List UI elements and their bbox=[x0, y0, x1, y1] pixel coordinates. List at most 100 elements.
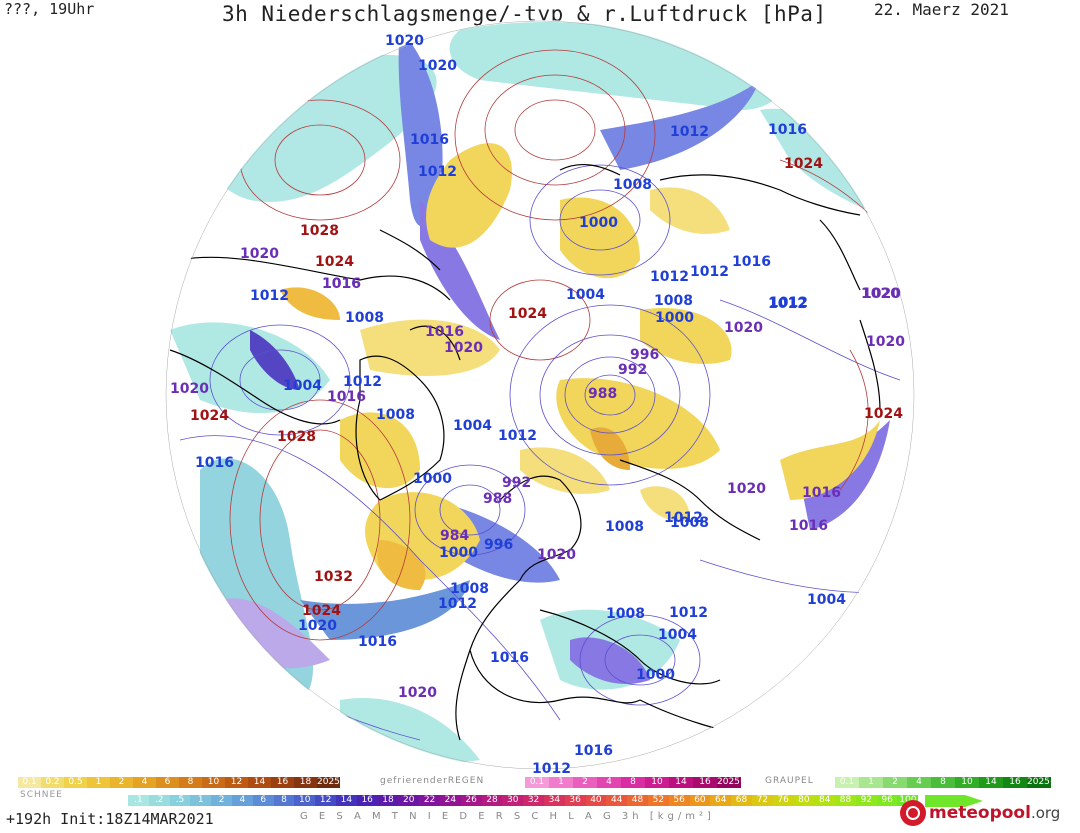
legend-swatch: 6 bbox=[156, 777, 179, 788]
legend-swatch: 8 bbox=[273, 795, 295, 806]
legend-swatch: 48 bbox=[627, 795, 648, 806]
isobar-label: 1008 bbox=[613, 177, 652, 193]
legend-swatch: 14 bbox=[335, 795, 357, 806]
isobar-label: 1008 bbox=[376, 407, 415, 423]
legend-swatch: 84 bbox=[814, 795, 836, 806]
legend-swatch: 0.5 bbox=[64, 777, 87, 788]
legend-swatch: 10 bbox=[294, 795, 316, 806]
legend-swatch: 8 bbox=[931, 777, 955, 788]
isobar-label: 1016 bbox=[322, 276, 361, 292]
legend-swatch: 4 bbox=[231, 795, 253, 806]
isobar-label: 1016 bbox=[358, 634, 397, 650]
legend-swatch: 18 bbox=[377, 795, 399, 806]
isobar-label: 1016 bbox=[789, 518, 828, 534]
legend-swatch: 1 bbox=[190, 795, 212, 806]
isobar-label: 1012 bbox=[690, 264, 729, 280]
legend-swatch: 8 bbox=[179, 777, 202, 788]
legend-swatch: 4 bbox=[597, 777, 621, 788]
isobar-label: 1024 bbox=[508, 306, 547, 322]
isobar-label: 1016 bbox=[410, 132, 449, 148]
logo-tld: .org bbox=[1030, 804, 1061, 822]
legend-swatch: .2 bbox=[148, 795, 170, 806]
isobar-label: 1008 bbox=[606, 606, 645, 622]
legend-swatch: 2 bbox=[883, 777, 907, 788]
isobar-label: 1008 bbox=[345, 310, 384, 326]
legend-swatch: 16 bbox=[693, 777, 717, 788]
valid-date: 22. Maerz 2021 bbox=[874, 0, 1009, 19]
isobar-label: 1012 bbox=[664, 510, 703, 526]
isobar-label: 1028 bbox=[277, 429, 316, 445]
isobar-label: 1004 bbox=[453, 418, 492, 434]
legend-swatch: 88 bbox=[835, 795, 856, 806]
isobar-label: 1008 bbox=[605, 519, 644, 535]
isobar-label: 1024 bbox=[864, 406, 903, 422]
isobar-label: 1012 bbox=[769, 295, 808, 311]
legend-swatch: 2 bbox=[573, 777, 597, 788]
legend-swatch: 44 bbox=[606, 795, 628, 806]
isobar-label: 1000 bbox=[439, 545, 478, 561]
isobar-label: 1020 bbox=[298, 618, 337, 634]
legend-total-label: G E S A M T N I E D E R S C H L A G 3h [… bbox=[300, 811, 715, 822]
legend-swatch: 34 bbox=[543, 795, 565, 806]
legend-arrow-icon bbox=[925, 795, 983, 807]
isobar-label: 1004 bbox=[283, 378, 322, 394]
isobar-label: 1000 bbox=[655, 310, 694, 326]
legend-swatch: 22 bbox=[419, 795, 440, 806]
legend-swatch: 92 bbox=[855, 795, 877, 806]
isobar-label: 1008 bbox=[450, 581, 489, 597]
isobar-label: 1024 bbox=[784, 156, 823, 172]
isobar-label: 1012 bbox=[418, 164, 457, 180]
legend-swatch: 1 bbox=[859, 777, 883, 788]
legend-swatch: 56 bbox=[668, 795, 690, 806]
isobar-label: 1004 bbox=[566, 287, 605, 303]
legend-swatch: 14 bbox=[669, 777, 693, 788]
legend-swatch: 28 bbox=[481, 795, 503, 806]
isobar-label: 1020 bbox=[418, 58, 457, 74]
isobar-label: 1012 bbox=[768, 296, 807, 312]
forecast-init: +192h Init:18Z14MAR2021 bbox=[6, 810, 214, 828]
legend-swatch: 0.1 bbox=[835, 777, 859, 788]
legend-swatch: 20 bbox=[398, 795, 420, 806]
legend-freezing-label: gefrierenderREGEN bbox=[380, 776, 485, 786]
isobar-label: 1012 bbox=[343, 374, 382, 390]
isobar-label: 1020 bbox=[537, 547, 576, 563]
legend-graupel-label: GRAUPEL bbox=[765, 776, 814, 786]
logo-text: meteopool bbox=[929, 803, 1031, 823]
isobar-label: 1012 bbox=[650, 269, 689, 285]
legend-swatch: 10 bbox=[645, 777, 669, 788]
legend-swatch: 10 bbox=[955, 777, 979, 788]
isobar-label: 1016 bbox=[802, 485, 841, 501]
legend-swatch: 30 bbox=[502, 795, 524, 806]
isobar-label: 1020 bbox=[170, 381, 209, 397]
isobar-label: 1024 bbox=[190, 408, 229, 424]
legend-swatch: 60 bbox=[689, 795, 711, 806]
isobar-label: 1020 bbox=[866, 334, 905, 350]
isobar-label: 1004 bbox=[807, 592, 846, 608]
legend-swatch: 14 bbox=[979, 777, 1003, 788]
isobar-label: 1016 bbox=[425, 324, 464, 340]
legend-swatch: 1 bbox=[549, 777, 573, 788]
legend-swatch: 2 bbox=[211, 795, 232, 806]
run-label: ???, 19Uhr bbox=[4, 0, 95, 18]
legend-swatch: 2025+ bbox=[1027, 777, 1051, 788]
legend-total-scale: .1.2.5 1 2 4 6 8 10 12 14 16 18 20 22 24 26 28 30 32 34 36 4… bbox=[128, 795, 919, 806]
legend-swatch: 96 bbox=[876, 795, 898, 806]
isobar-label: 1024 bbox=[315, 254, 354, 270]
meteopool-logo[interactable]: meteopool .org bbox=[900, 800, 1060, 826]
isobar-label: 1016 bbox=[327, 389, 366, 405]
isobar-label: 1016 bbox=[322, 276, 361, 292]
legend-swatch: 4 bbox=[133, 777, 156, 788]
legend-swatch: 2025+ bbox=[717, 777, 741, 788]
legend-swatch: 6 bbox=[252, 795, 274, 806]
legend-swatch: 64 bbox=[710, 795, 732, 806]
legend-swatch: 16 bbox=[1003, 777, 1027, 788]
isobar-label: 1020 bbox=[861, 286, 900, 302]
legend-swatch: 26 bbox=[460, 795, 482, 806]
isobar-label: 1020 bbox=[240, 246, 279, 262]
isobar-label: 988 bbox=[588, 386, 617, 402]
legend-swatch: 0.1 bbox=[18, 777, 41, 788]
legend-swatch: 32 bbox=[523, 795, 544, 806]
